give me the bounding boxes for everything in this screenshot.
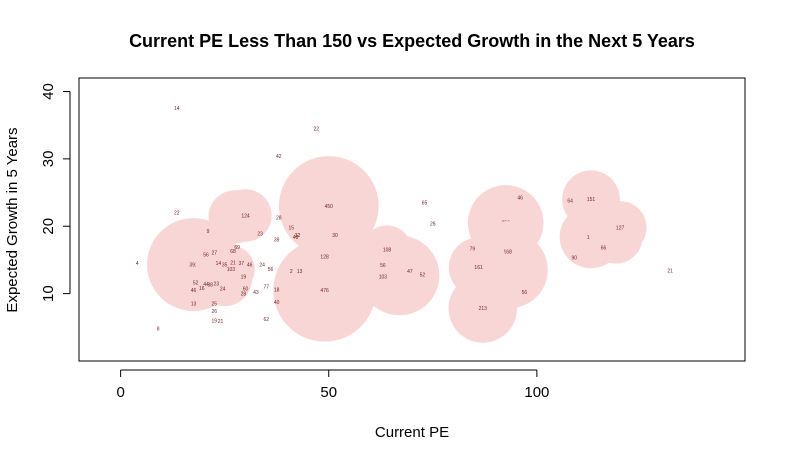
bubble-label: 22 [174,211,180,217]
bubble-point [298,230,352,284]
x-axis-label: Current PE [375,424,449,441]
bubble-label: 90 [572,256,578,262]
x-tick-label: 0 [116,384,124,401]
bubble-point [448,237,509,298]
bubble-label: 62 [264,317,270,323]
bubble-label: 151 [587,197,596,203]
bubble-label: 24 [220,287,226,293]
bubble-label: 24 [259,262,265,268]
bubble-label: 213 [479,306,488,312]
bubble-label: 60 [243,287,249,293]
y-axis-label: Expected Growth in 5 Years [4,127,21,312]
bubble-label: 52 [420,273,426,279]
bubble-label: 28 [276,215,282,221]
bubble-label: 128 [320,254,329,260]
y-axis: 10 20 30 40 [40,83,71,302]
bubble-label: 47 [407,269,413,275]
bubble-label: 18 [274,287,280,293]
bubble-label: 26 [212,309,218,315]
bubble-label: 64 [567,198,573,204]
bubble-label: 103 [379,275,388,281]
bubble-label: 14 [216,261,222,267]
bubble-label: 8 [157,327,160,333]
bubble-label: 25 [212,302,218,308]
bubble-label: 27 [212,250,218,256]
bubble-label: 44 [203,282,209,288]
bubble-label: 30 [332,233,338,239]
bubble-label: 26 [430,221,436,227]
bubble-label: 21 [230,260,236,266]
bubble-label: 40 [274,300,280,306]
bubble-label: 65 [422,201,428,207]
bubble-label: 28 [241,291,247,297]
bubble-label: 37 [239,261,245,267]
x-tick-label: 50 [320,384,337,401]
bubble-label: 46 [191,288,197,294]
bubble-label: 23 [257,232,263,238]
bubble-label: 19 [212,318,218,324]
bubble-label: 9 [207,229,210,235]
bubble-label: 450 [325,204,334,210]
bubble-label: 124 [241,213,250,219]
x-axis: 0 50 100 [116,369,549,401]
bubble-label: 46 [517,196,523,202]
bubble-point [593,201,647,255]
bubble-label: 13 [191,302,197,308]
bubble-label: 127 [616,225,625,231]
bubble-label: 21 [667,269,673,275]
bubble-label: 42 [276,154,282,160]
bubble-label: 13 [297,269,303,275]
bubble-label: 56 [268,267,274,273]
bubble-label: 43 [253,290,259,296]
bubble-label: 168 [504,250,513,256]
bubble-label: 15 [289,225,295,231]
bubble-point [207,245,255,294]
bubble-label: 22 [314,126,320,132]
y-tick-label: 20 [40,218,57,235]
bubble-label: 38 [207,283,213,289]
bubble-label: 103 [227,267,236,273]
bubble-label: 68 [230,249,236,255]
bubble-label: 32 [295,233,301,239]
chart-title: Current PE Less Than 150 vs Expected Gro… [129,31,695,51]
bubble-label: 161 [474,265,483,271]
bubble-label: 52 [193,281,199,287]
bubble-layer: 4764503922882612592131771681611511371351… [136,106,673,343]
bubble-label: 19 [241,275,247,281]
bubble-label: 56 [522,290,528,296]
bubble-point [359,252,407,301]
plot-frame [78,77,746,362]
bubble-label: 108 [383,248,392,254]
bubble-point [219,189,272,242]
bubble-label: 39 [274,238,280,244]
bubble-label: 476 [320,288,329,294]
bubble-label: 48 [293,235,299,241]
bubble-label: 66 [601,246,607,252]
bubble-label: 35 [222,262,228,268]
bubble-label: 4 [136,261,139,267]
bubble-label: 21 [218,319,224,325]
bubble-label: 79 [470,246,476,252]
bubble-label: 2 [290,269,293,275]
y-tick-label: 10 [40,285,57,302]
bubble-label: 16 [199,286,205,292]
y-tick-label: 40 [40,83,57,100]
bubble-label: 56 [380,263,386,269]
y-tick-label: 30 [40,151,57,168]
bubble-label: 56 [203,252,209,258]
bubble-label: 392 [189,262,198,268]
bubble-point [278,156,379,256]
bubble-label: 23 [214,281,220,287]
bubble-label: 69 [234,245,240,251]
bubble-label: 46 [247,262,253,268]
x-tick-label: 100 [524,384,549,401]
bubble-label: 77 [264,285,270,291]
bubble-label: 14 [174,106,180,112]
